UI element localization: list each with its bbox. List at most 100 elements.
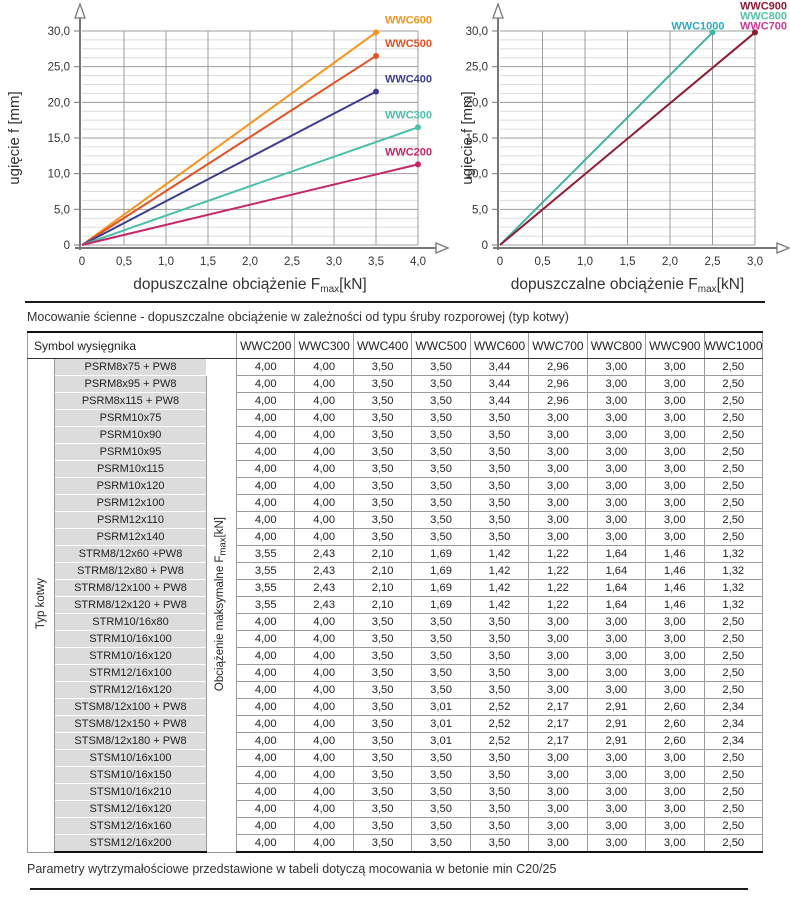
table-cell: 3,50 bbox=[411, 409, 471, 427]
table-row: STRM8/12x120 + PW8 3,55 2,43 2,10 1,69 1,42 1,… bbox=[28, 596, 764, 614]
table-cell: 3,50 bbox=[469, 426, 530, 444]
row-label: STSM8/12x100 + PW8 bbox=[54, 698, 207, 716]
table-cell: 2,50 bbox=[703, 460, 764, 478]
series-line-WWC500 bbox=[81, 55, 377, 246]
table-row: STRM12/16x120 4,00 4,00 3,50 3,50 3,50 3,00 3,0… bbox=[28, 681, 764, 699]
table-cell: 2,34 bbox=[703, 715, 764, 733]
table-cell: 1,46 bbox=[645, 596, 705, 614]
row-label: PSRM10x90 bbox=[54, 426, 207, 444]
series-label-WWC400: WWC400 bbox=[385, 74, 432, 86]
table-cell: 3,00 bbox=[586, 494, 647, 512]
table-cell: 2,50 bbox=[703, 817, 764, 835]
x-tick-label: 0 bbox=[79, 256, 85, 268]
table-cell: 1,69 bbox=[411, 545, 471, 563]
table-cell: 2,50 bbox=[703, 613, 764, 631]
table-cell: 4,00 bbox=[294, 715, 354, 733]
table-cell: 3,00 bbox=[528, 647, 588, 665]
table-cell: 4,00 bbox=[236, 460, 296, 478]
col-header-WWC800: WWC800 bbox=[586, 331, 647, 359]
x-tick-label: 2,5 bbox=[705, 256, 721, 268]
table-cell: 4,00 bbox=[294, 766, 354, 784]
table-cell: 3,50 bbox=[469, 477, 530, 495]
table-cell: 3,50 bbox=[411, 834, 471, 853]
series-line-WWC200 bbox=[81, 163, 419, 246]
symbol-header: Symbol wysięgnika bbox=[26, 331, 238, 359]
table-cell: 3,50 bbox=[352, 664, 413, 682]
table-cell: 3,50 bbox=[411, 749, 471, 767]
table-cell: 3,50 bbox=[469, 443, 530, 461]
row-label: STRM8/12x120 + PW8 bbox=[54, 596, 207, 614]
y-tick-label: 0 bbox=[64, 240, 70, 252]
table-cell: 2,50 bbox=[703, 528, 764, 546]
row-label: STRM10/16x100 bbox=[54, 630, 207, 648]
table-cell: 3,00 bbox=[645, 426, 705, 444]
x-tick-label: 2,0 bbox=[662, 256, 678, 268]
table-cell: 2,60 bbox=[645, 715, 705, 733]
table-cell: 4,00 bbox=[294, 511, 354, 529]
table-cell: 2,10 bbox=[352, 562, 413, 580]
table-cell: 3,50 bbox=[469, 647, 530, 665]
table-cell: 4,00 bbox=[236, 392, 296, 410]
y-tick-label: 25,0 bbox=[466, 62, 488, 74]
row-label: PSRM8x115 + PW8 bbox=[54, 392, 207, 410]
table-cell: 2,52 bbox=[469, 715, 530, 733]
table-cell: 4,00 bbox=[236, 528, 296, 546]
table-cell: 3,50 bbox=[469, 511, 530, 529]
table-cell: 3,50 bbox=[469, 494, 530, 512]
y-tick-label: 25,0 bbox=[48, 62, 70, 74]
col-header-WWC500: WWC500 bbox=[411, 331, 471, 359]
table-cell: 3,00 bbox=[586, 477, 647, 495]
table-cell: 4,00 bbox=[294, 528, 354, 546]
table-cell: 3,50 bbox=[411, 375, 471, 393]
table-cell: 1,46 bbox=[645, 579, 705, 597]
table-cell: 3,50 bbox=[469, 528, 530, 546]
table-cell: 3,50 bbox=[469, 766, 530, 784]
table-cell: 3,00 bbox=[586, 375, 647, 393]
row-label: PSRM8x75 + PW8 bbox=[54, 358, 207, 376]
table-cell: 3,00 bbox=[586, 749, 647, 767]
table-cell: 3,50 bbox=[411, 664, 471, 682]
table-row: PSRM10x120 4,00 4,00 3,50 3,50 3,50 3,00 3,00 3,… bbox=[28, 477, 764, 495]
table-cell: 3,00 bbox=[586, 834, 647, 853]
table-cell: 2,96 bbox=[528, 375, 588, 393]
table-row: STRM12/16x100 4,00 4,00 3,50 3,50 3,50 3,00 3,0… bbox=[28, 664, 764, 682]
table-cell: 3,00 bbox=[528, 766, 588, 784]
table-row: PSRM12x110 4,00 4,00 3,50 3,50 3,50 3,00 3,00 3,… bbox=[28, 511, 764, 529]
series-line-WWC700 bbox=[499, 31, 756, 246]
table-cell: 4,00 bbox=[294, 817, 354, 835]
table-cell: 3,50 bbox=[411, 392, 471, 410]
col-header-WWC700: WWC700 bbox=[528, 331, 588, 359]
table-cell: 1,22 bbox=[528, 596, 588, 614]
table-cell: 3,00 bbox=[586, 511, 647, 529]
series-line-WWC600 bbox=[81, 31, 377, 246]
table-cell: 2,50 bbox=[703, 749, 764, 767]
table-row: PSRM10x115 4,00 4,00 3,50 3,50 3,50 3,00 3,00 3,… bbox=[28, 460, 764, 478]
col-header-WWC600: WWC600 bbox=[469, 331, 530, 359]
table-cell: 1,32 bbox=[703, 579, 764, 597]
table-cell: 2,17 bbox=[528, 732, 588, 750]
table-cell: 3,00 bbox=[645, 834, 705, 853]
table-cell: 3,50 bbox=[411, 800, 471, 818]
table-cell: 4,00 bbox=[294, 681, 354, 699]
table-cell: 3,50 bbox=[352, 732, 413, 750]
table-row: STSM8/12x150 + PW8 4,00 4,00 3,50 3,01 2,52 2,… bbox=[28, 715, 764, 733]
table-cell: 2,10 bbox=[352, 545, 413, 563]
y-tick-label: 15,0 bbox=[466, 133, 488, 145]
table-cell: 3,00 bbox=[645, 800, 705, 818]
table-cell: 3,00 bbox=[645, 528, 705, 546]
row-label: STSM8/12x180 + PW8 bbox=[54, 732, 207, 750]
table-cell: 2,50 bbox=[703, 358, 764, 376]
y-axis-arrow bbox=[74, 2, 86, 19]
series-label-WWC300: WWC300 bbox=[385, 109, 432, 121]
table-cell: 1,64 bbox=[586, 579, 647, 597]
table-cell: 3,00 bbox=[528, 494, 588, 512]
table-cell: 3,50 bbox=[469, 681, 530, 699]
table-cell: 2,52 bbox=[469, 732, 530, 750]
x-tick-label: 3,0 bbox=[747, 256, 763, 268]
series-label-WWC1000: WWC1000 bbox=[671, 20, 724, 32]
table-cell: 4,00 bbox=[294, 664, 354, 682]
series-endpoint-WWC200 bbox=[415, 161, 421, 168]
table-cell: 3,50 bbox=[469, 834, 530, 853]
table-cell: 3,00 bbox=[645, 375, 705, 393]
table-cell: 3,00 bbox=[528, 477, 588, 495]
